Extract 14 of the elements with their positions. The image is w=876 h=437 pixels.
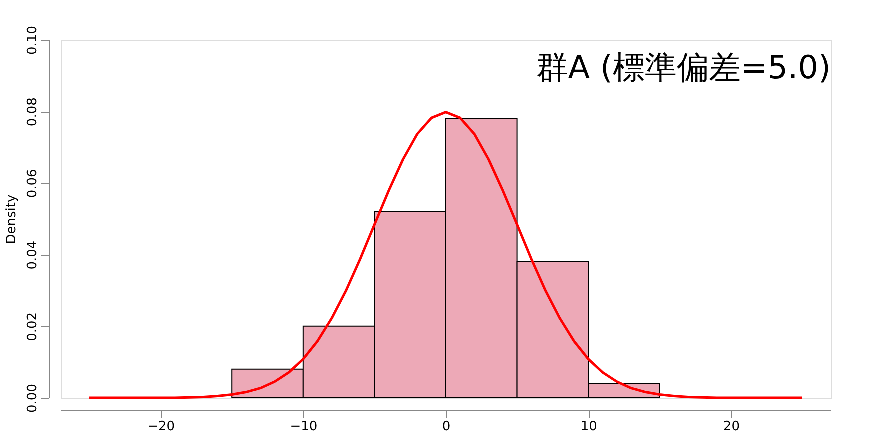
- x-tick-label: −20: [148, 420, 176, 434]
- x-tick-label: 10: [580, 420, 598, 434]
- chart-title: 群A (標準偏差=5.0): [536, 48, 831, 87]
- x-tick-label: 20: [723, 420, 740, 434]
- line-series: [88, 111, 804, 400]
- y-axis-title: Density: [4, 194, 20, 244]
- y-tick-label: 0.06: [26, 169, 40, 198]
- x-tick-label: 0: [442, 420, 451, 434]
- y-tick-label: 0.00: [26, 384, 40, 413]
- y-tick-label: 0.02: [26, 312, 40, 342]
- y-tick-label: 0.04: [26, 240, 40, 270]
- y-tick-label: 0.10: [26, 26, 40, 55]
- y-tick-label: 0.08: [26, 98, 40, 127]
- x-tick-label: −10: [290, 420, 318, 434]
